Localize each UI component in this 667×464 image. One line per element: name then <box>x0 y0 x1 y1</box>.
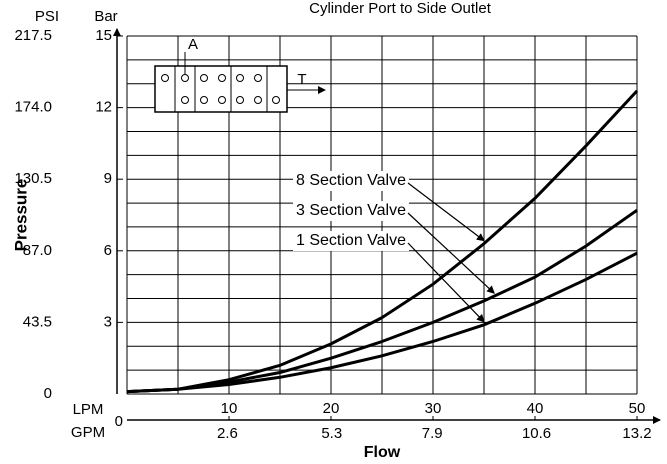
inset-ports <box>161 74 280 104</box>
legend-label: 1 Section Valve <box>296 232 406 249</box>
y-tick-label: 6 <box>104 242 112 259</box>
x-tick-label: 20 <box>323 400 340 417</box>
legend-bg <box>293 171 409 191</box>
y2-tick-label: 130.5 <box>14 170 52 187</box>
y2-tick-label: 174.0 <box>14 99 52 116</box>
y-tick-label: 9 <box>104 170 112 187</box>
inset-box <box>154 65 288 113</box>
y-units: Bar <box>94 8 117 25</box>
x2-units: GPM <box>71 424 105 441</box>
x-tick-label: 40 <box>527 400 544 417</box>
y-tick-label: 3 <box>104 313 112 330</box>
inset-diagram: A T <box>154 36 326 113</box>
y2-tick-label: 87.0 <box>23 242 52 259</box>
x2-tick-label: 13.2 <box>622 425 651 442</box>
legend-label: 3 Section Valve <box>296 202 406 219</box>
y-label: Pressure <box>11 179 30 252</box>
legend-bg <box>293 201 409 221</box>
annotation-arrow <box>407 242 485 323</box>
x-tick-label: 10 <box>221 400 238 417</box>
inset-label: A <box>188 36 198 53</box>
legend-bg <box>293 231 409 251</box>
x2-tick-label: 10.6 <box>522 425 551 442</box>
chart-title: Cylinder Port to Side Outlet <box>309 0 492 17</box>
x2-tick-label: 5.3 <box>321 425 342 442</box>
y2-tick-label: 43.5 <box>23 313 52 330</box>
y-tick-label: 15 <box>95 27 112 44</box>
y2-units: PSI <box>35 8 59 25</box>
x2-tick-label: 7.9 <box>422 425 443 442</box>
legend-label: 8 Section Valve <box>296 172 406 189</box>
y2-tick-label: 217.5 <box>14 27 52 44</box>
y2-tick-label: 0 <box>44 385 52 402</box>
inset-label: T <box>297 71 306 88</box>
x-label: Flow <box>364 444 401 461</box>
x2-tick-label: 2.6 <box>217 425 238 442</box>
curve <box>126 251 638 394</box>
x-units: LPM <box>73 401 104 418</box>
y-tick-label: 12 <box>95 99 112 116</box>
annotation-arrow <box>407 212 495 294</box>
x-tick-label: 50 <box>629 400 646 417</box>
annotation-arrow <box>407 182 485 242</box>
curve <box>126 89 639 394</box>
x2-tick-label: 0 <box>115 413 123 430</box>
x-tick-label: 30 <box>425 400 442 417</box>
curve <box>126 208 638 394</box>
